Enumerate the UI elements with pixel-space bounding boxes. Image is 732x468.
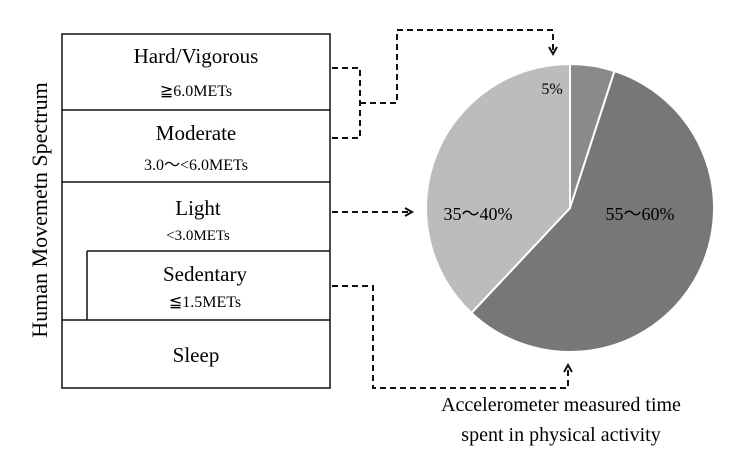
level-criterion: 3.0～<6.0METs bbox=[144, 157, 248, 174]
pie-caption-line2: spent in physical activity bbox=[461, 424, 660, 446]
connector-vigorous-bracket bbox=[332, 67, 361, 139]
level-moderate: Moderate 3.0～<6.0METs bbox=[144, 121, 248, 174]
activity-pie-chart bbox=[425, 62, 715, 354]
level-criterion: ≦1.5METs bbox=[169, 294, 241, 311]
spectrum-axis-label: Human Movemetn Spectrum bbox=[27, 82, 52, 337]
level-sleep: Sleep bbox=[173, 343, 220, 367]
level-light: Light <3.0METs bbox=[166, 196, 230, 244]
level-name: Sleep bbox=[173, 343, 220, 367]
connector-sedentary-to-pie bbox=[332, 285, 568, 389]
slice-label-35-40: 35～40% bbox=[444, 204, 513, 224]
spectrum-table bbox=[61, 33, 331, 389]
pie-slice-55-60 bbox=[470, 69, 715, 354]
slice-label-5: 5% bbox=[541, 81, 562, 98]
pie-caption-line1: Accelerometer measured time bbox=[441, 394, 681, 416]
level-criterion: ≧6.0METs bbox=[160, 83, 232, 100]
connectors bbox=[332, 29, 568, 389]
level-name: Moderate bbox=[156, 121, 236, 145]
level-sedentary: Sedentary ≦1.5METs bbox=[163, 262, 247, 311]
level-hard-vigorous: Hard/Vigorous ≧6.0METs bbox=[134, 44, 259, 100]
level-name: Sedentary bbox=[163, 262, 247, 286]
connector-bracket-to-pie bbox=[360, 29, 553, 104]
level-name: Light bbox=[175, 196, 221, 220]
spectrum-outer-border bbox=[61, 33, 331, 389]
pie-slice-35-40 bbox=[425, 62, 571, 315]
level-criterion: <3.0METs bbox=[166, 228, 230, 244]
level-name: Hard/Vigorous bbox=[134, 44, 259, 68]
slice-label-55-60: 55～60% bbox=[606, 204, 675, 224]
